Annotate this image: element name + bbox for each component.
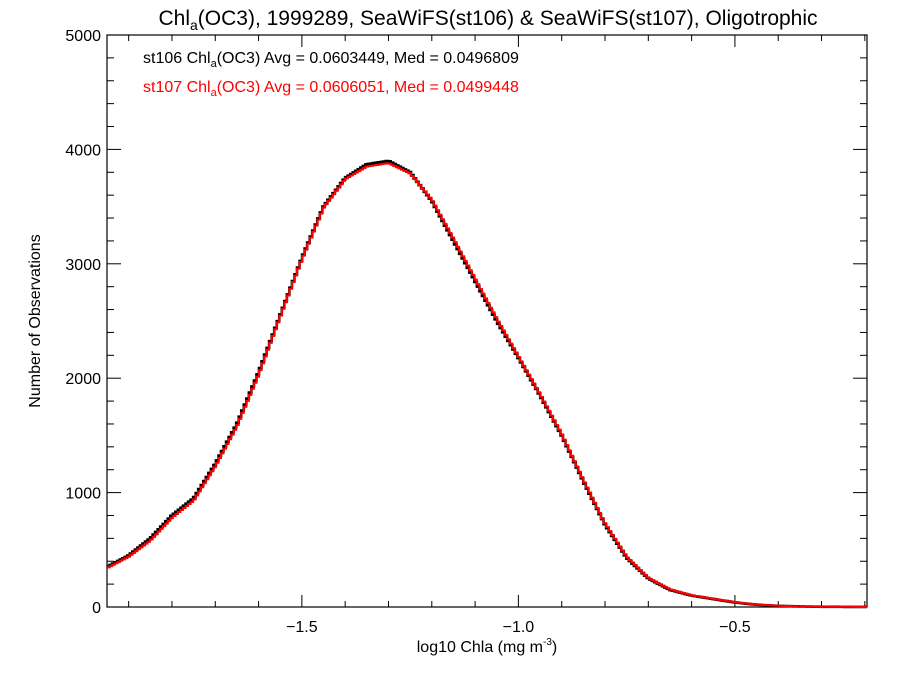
x-tick-label: −0.5 — [719, 619, 751, 636]
y-tick-label: 1000 — [65, 486, 101, 503]
chart-title: Chla(OC3), 1999289, SeaWiFS(st106) & Sea… — [158, 7, 817, 33]
x-axis: −1.5 −1.0 −0.5 — [128, 35, 866, 636]
y-tick-label: 3000 — [65, 257, 101, 274]
x-tick-label: −1.5 — [286, 619, 318, 636]
x-axis-label: log10 Chla (mg m-3) — [417, 637, 558, 656]
y-axis: 0 1000 2000 3000 4000 5000 — [65, 28, 867, 617]
y-tick-label: 4000 — [65, 142, 101, 159]
y-tick-label: 5000 — [65, 28, 101, 45]
series-st107-line — [107, 162, 867, 608]
annotation-st106: st106 Chla(OC3) Avg = 0.0603449, Med = 0… — [143, 50, 519, 70]
annotation-st107: st107 Chla(OC3) Avg = 0.0606051, Med = 0… — [143, 79, 519, 99]
y-tick-label: 2000 — [65, 371, 101, 388]
y-axis-label: Number of Observations — [27, 234, 44, 407]
series-st106-line — [107, 159, 867, 609]
y-tick-label: 0 — [92, 600, 101, 617]
plot-frame — [106, 34, 868, 608]
series-layer — [107, 159, 867, 609]
x-tick-label: −1.0 — [503, 619, 535, 636]
